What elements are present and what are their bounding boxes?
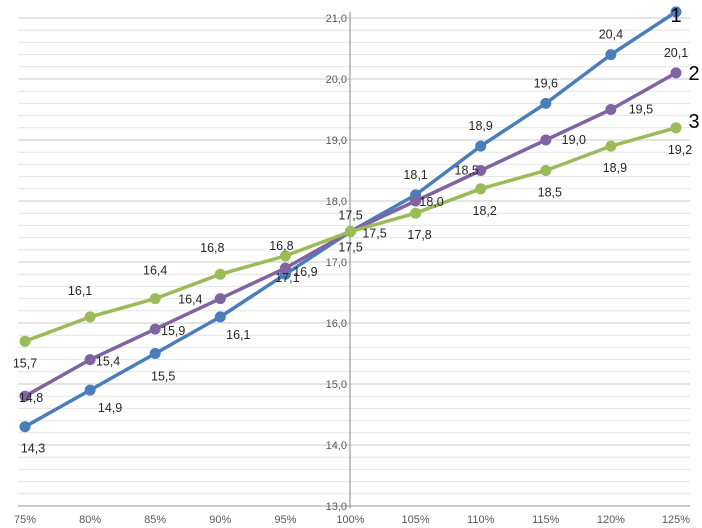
series-3-point [410,207,422,219]
series-2-point [279,262,291,274]
series-2-point [84,354,96,366]
x-tick-label: 85% [144,514,166,526]
series-3-point [345,226,356,237]
x-tick-label: 95% [274,514,296,526]
series-1-point [19,421,31,433]
series-3-point [19,335,31,347]
y-tick-label: 16,0 [326,318,347,330]
x-tick-label: 100% [336,514,364,526]
y-tick-label: 20,0 [326,74,347,86]
series-1-point [670,6,682,18]
series-3-point [670,122,682,134]
series-2-name-label: 2 [688,63,699,85]
x-tick-label: 90% [209,514,231,526]
y-tick-label: 21,0 [326,13,347,25]
series-3-data-label: 17,5 [338,241,362,255]
series-2-data-label: 15,9 [161,324,185,338]
y-tick-label: 15,0 [326,379,347,391]
series-1-point [84,384,96,396]
series-2-data-label: 17,5 [362,227,386,241]
series-3-data-label: 18,2 [473,204,497,218]
series-2-point [19,390,31,402]
series-1-data-label: 14,3 [21,442,45,456]
series-1-data-label: 19,6 [534,76,558,90]
series-3-data-label: 16,4 [143,264,167,278]
series-1-point [214,311,226,323]
series-3-point [214,268,226,280]
series-2-point [670,67,682,79]
y-tick-label: 18,0 [326,196,347,208]
series-3-data-label: 15,7 [13,356,37,370]
series-3-data-label: 16,8 [200,241,224,255]
x-tick-label: 105% [402,514,430,526]
series-1-point [605,49,617,61]
series-1-name-label: 1 [670,5,681,27]
series-3-point [279,250,291,262]
series-1-data-label: 17,5 [338,209,362,223]
series-1-data-label: 18,1 [403,168,427,182]
series-3-point [149,293,161,305]
y-tick-label: 19,0 [326,135,347,147]
series-2-point [605,104,617,115]
series-3-point [475,183,487,195]
y-tick-label: 14,0 [326,440,347,452]
x-tick-label: 125% [662,514,690,526]
y-tick-label: 17,0 [326,257,347,269]
series-2-data-label: 16,4 [178,293,202,307]
x-tick-label: 110% [467,514,495,526]
series-2-point [410,195,422,207]
series-3-data-label: 16,8 [269,239,293,253]
series-2-data-label: 16,9 [293,265,317,279]
series-1-data-label: 20,4 [599,28,623,42]
series-1-data-label: 14,9 [98,401,122,415]
series-1-point [149,348,161,359]
series-3-group [19,122,682,347]
series-3-data-label: 18,5 [538,186,562,200]
series-3-data-label: 17,8 [407,228,431,242]
series-3-data-label: 18,9 [603,161,627,175]
series-2-point [214,293,226,305]
series-1-data-label: 17,1 [275,271,299,285]
x-tick-label: 80% [79,514,101,526]
series-2-data-label: 19,5 [629,103,653,117]
x-tick-label: 75% [14,514,36,526]
series-2-data-label: 14,8 [19,391,43,405]
series-2-data-label: 18,0 [419,195,443,209]
series-3-name-label: 3 [688,111,699,133]
series-2-point [149,323,161,335]
y-tick-label: 13,0 [326,501,347,513]
x-tick-label: 120% [597,514,625,526]
series-3-data-label: 16,1 [68,284,92,298]
series-2-point [475,165,487,176]
series-1-point [540,97,552,109]
series-1-point [475,140,487,152]
x-tick-label: 115% [532,514,560,526]
series-2-data-label: 20,1 [664,46,688,60]
series-3-point [540,165,552,176]
series-1-data-label: 18,9 [469,119,493,133]
series-1-data-label: 15,5 [151,370,175,384]
series-3-point [84,311,96,323]
series-2-point [540,134,552,146]
series-2-data-label: 19,0 [562,133,586,147]
series-3-point [605,140,617,152]
series-2-data-label: 18,5 [455,164,479,178]
series-2-data-label: 15,4 [96,355,120,369]
series-1-data-label: 16,1 [226,328,250,342]
series-3-data-label: 19,2 [668,143,692,157]
